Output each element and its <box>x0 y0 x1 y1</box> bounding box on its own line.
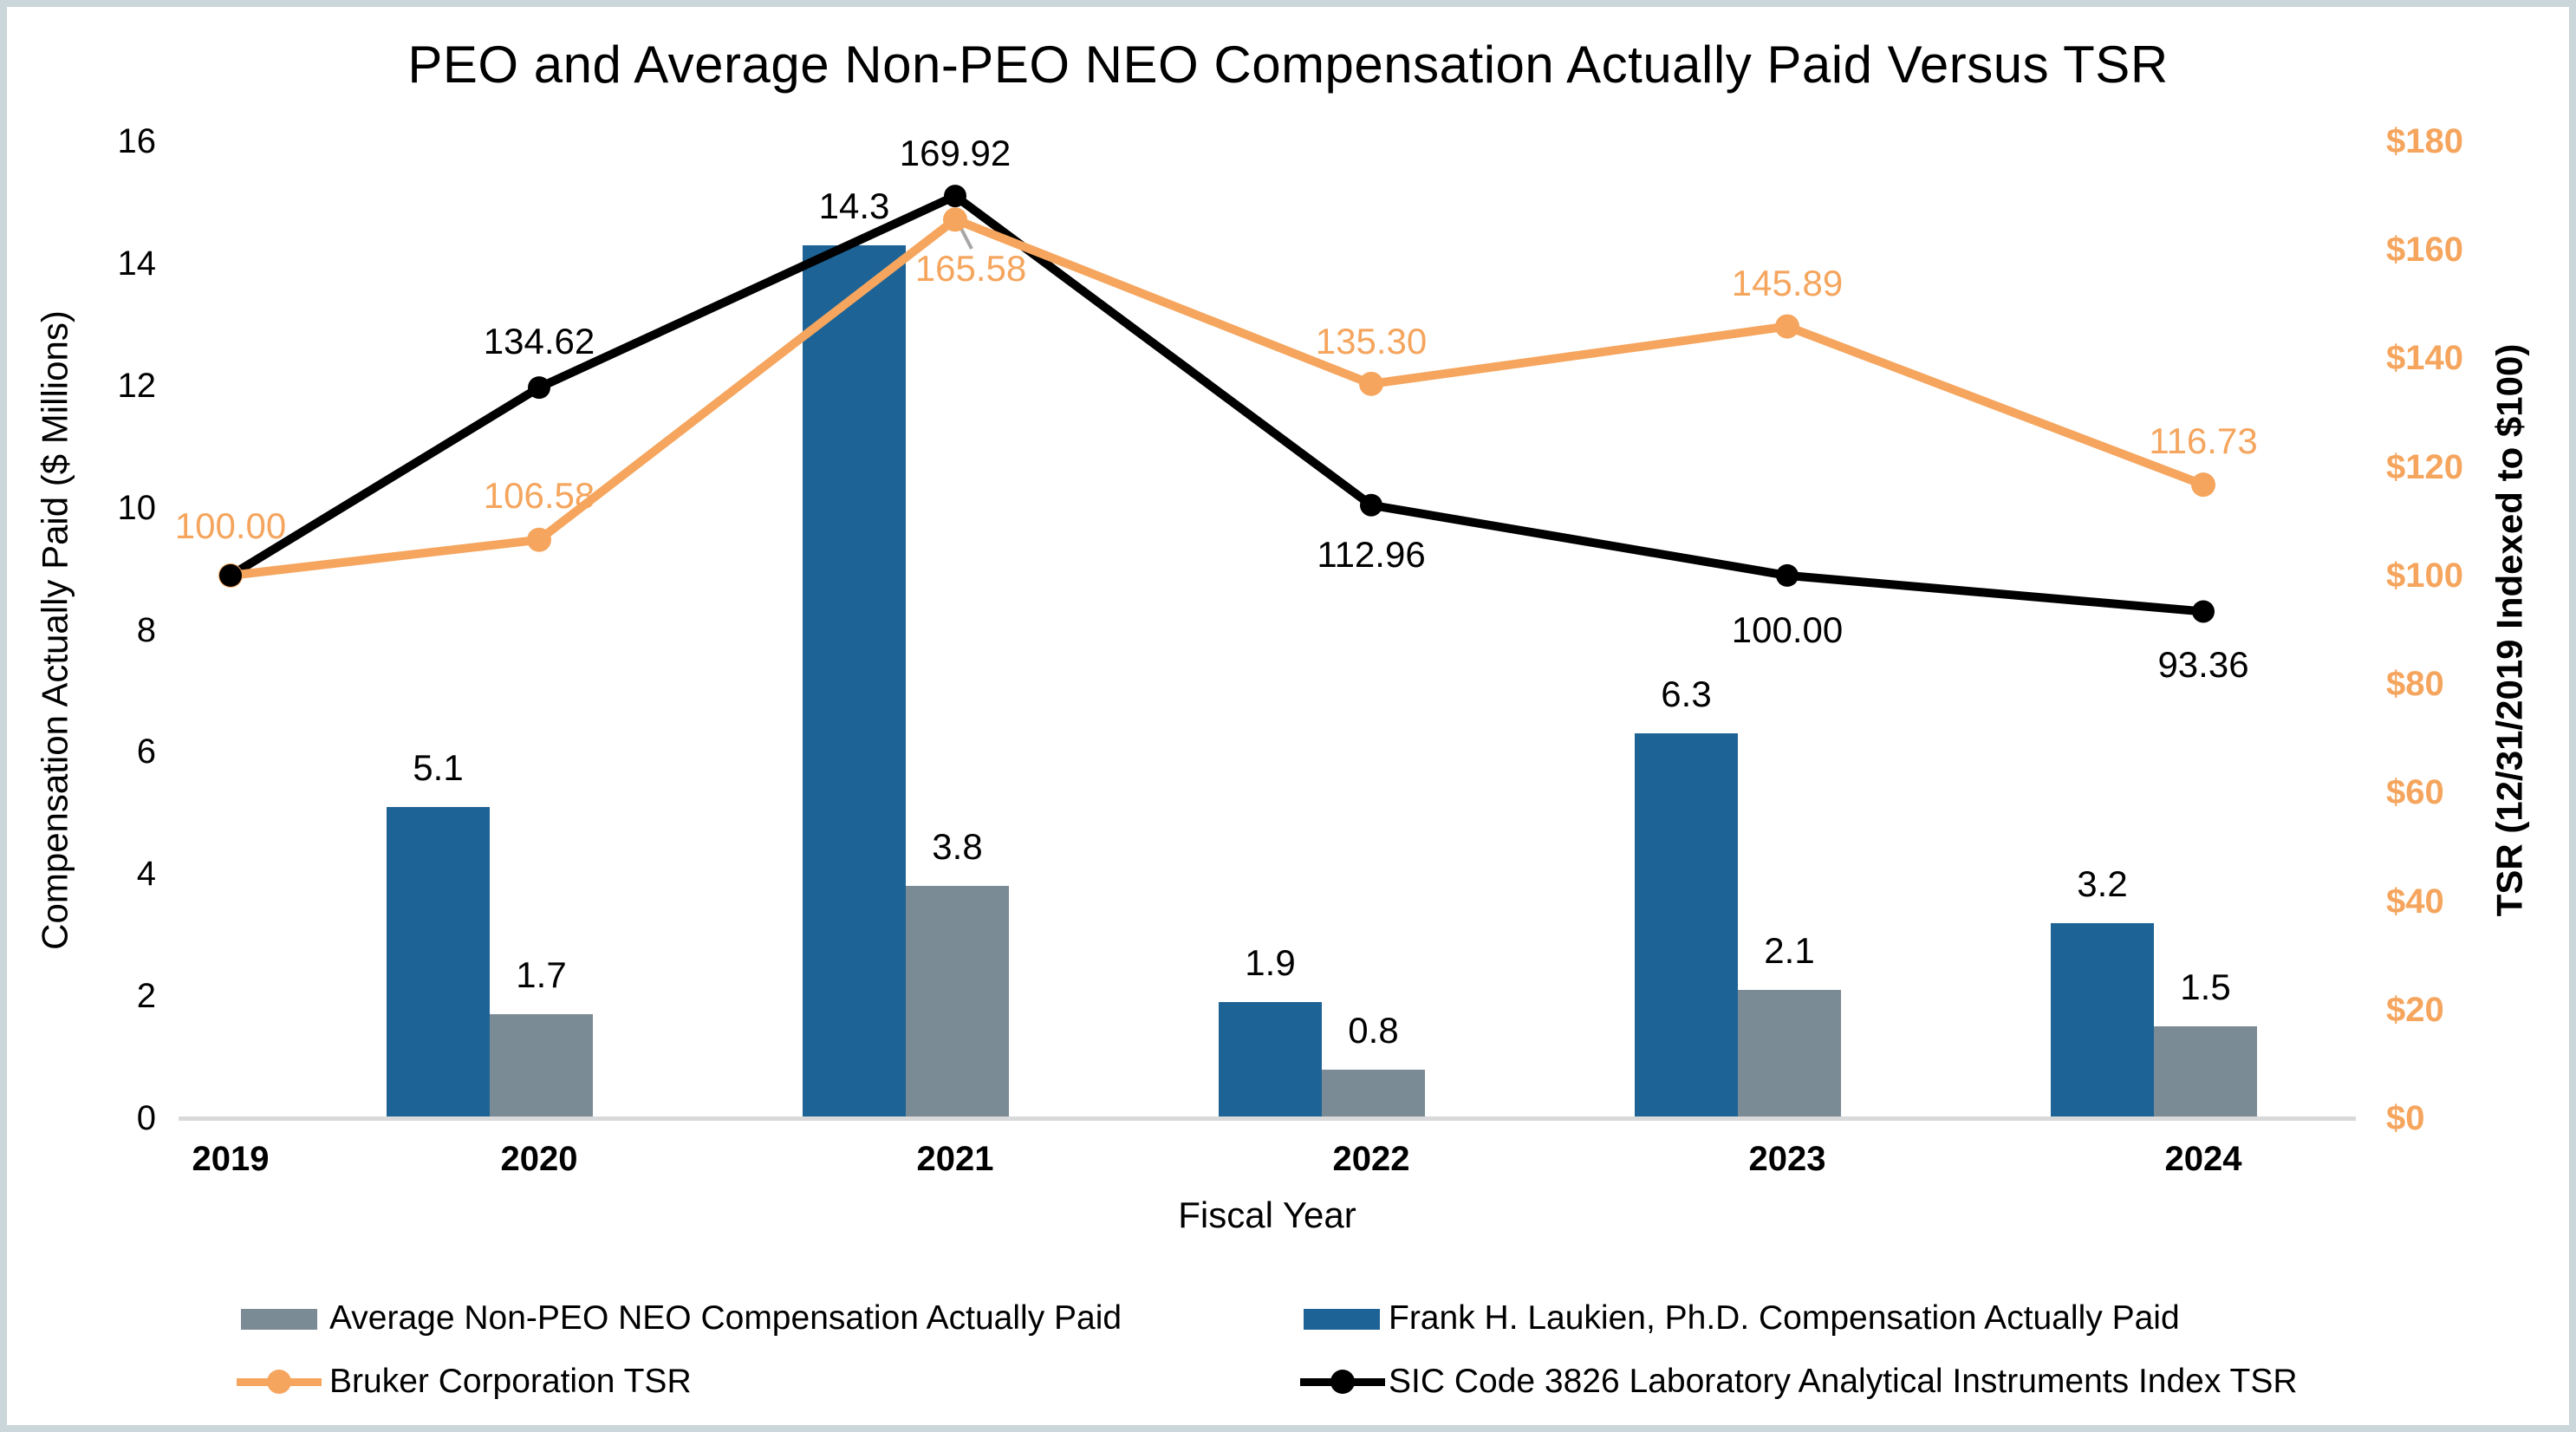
legend-swatch-bar <box>241 1309 317 1330</box>
x-axis-tick-label: 2024 <box>2164 1140 2242 1178</box>
right-axis-tick-label: $100 <box>2386 556 2463 595</box>
left-axis-tick-label: 10 <box>117 488 157 527</box>
bar-data-label: 14.3 <box>818 185 890 226</box>
bruker-tsr-marker <box>1775 314 1799 339</box>
bar-neo <box>490 1014 593 1117</box>
bar-peo <box>1219 1002 1322 1117</box>
line-data-label: 100.00 <box>174 504 287 546</box>
right-axis-tick-label: $140 <box>2386 339 2463 378</box>
x-axis-line <box>179 1116 2356 1121</box>
index-tsr-line <box>228 191 2204 616</box>
right-axis-tick-label: $80 <box>2386 665 2444 704</box>
index-tsr-marker <box>219 563 242 587</box>
line-data-label: 93.36 <box>2157 644 2249 686</box>
right-axis-tick-label: $60 <box>2386 773 2444 812</box>
x-axis-tick-label: 2019 <box>192 1140 270 1178</box>
left-axis-tick-label: 0 <box>136 1099 156 1137</box>
line-data-label: 135.30 <box>1315 320 1428 361</box>
bar-neo <box>1738 990 1841 1117</box>
right-axis-tick-label: $180 <box>2386 122 2463 160</box>
right-axis-tick-label: $120 <box>2386 447 2463 486</box>
bar-neo <box>1322 1069 1425 1117</box>
bar-data-label: 1.7 <box>516 954 567 996</box>
bar-peo <box>1635 733 1738 1117</box>
bruker-tsr-line <box>230 214 2205 580</box>
bar-peo <box>2051 922 2154 1117</box>
line-data-label: 100.00 <box>1731 609 1844 650</box>
bar-neo <box>2154 1026 2257 1117</box>
right-axis-tick-label: $0 <box>2386 1099 2425 1137</box>
legend-item-label: Bruker Corporation TSR <box>329 1363 692 1400</box>
left-axis-tick-label: 14 <box>117 244 157 283</box>
left-axis-tick-label: 12 <box>117 366 157 405</box>
x-axis-title: Fiscal Year <box>1178 1194 1356 1235</box>
index-tsr-marker <box>528 376 550 400</box>
index-tsr-marker <box>1776 563 1799 587</box>
x-axis-tick-label: 2020 <box>500 1140 578 1178</box>
bar-data-label: 6.3 <box>1661 674 1712 715</box>
bar-data-label: 1.5 <box>2180 967 2231 1008</box>
right-axis-tick-label: $40 <box>2386 882 2444 921</box>
left-axis-tick-label: 2 <box>136 977 156 1016</box>
right-axis-tick-label: $20 <box>2386 990 2444 1029</box>
legend-item-label: SIC Code 3826 Laboratory Analytical Inst… <box>1389 1363 2298 1400</box>
left-axis-tick-label: 6 <box>136 732 156 771</box>
line-data-label: 169.92 <box>899 133 1012 174</box>
bruker-tsr-marker <box>943 207 967 232</box>
legend-item-label: Frank H. Laukien, Ph.D. Compensation Act… <box>1389 1299 2180 1337</box>
bruker-tsr-marker <box>1359 371 1383 396</box>
line-data-label: 134.62 <box>483 321 595 362</box>
bruker-tsr-marker <box>527 527 551 552</box>
line-data-label: 165.58 <box>914 248 1027 290</box>
chart-title: PEO and Average Non-PEO NEO Compensation… <box>407 36 2169 94</box>
x-axis-tick-label: 2023 <box>1748 1140 1826 1178</box>
right-axis-tick-label: $160 <box>2386 231 2463 270</box>
line-data-label: 112.96 <box>1317 533 1426 575</box>
line-data-label: 145.89 <box>1731 262 1844 303</box>
bar-data-label: 5.1 <box>413 746 464 788</box>
legend-item-label: Average Non-PEO NEO Compensation Actuall… <box>329 1299 1122 1337</box>
bar-data-label: 3.2 <box>2077 862 2128 904</box>
bar-peo <box>803 244 906 1117</box>
bar-data-label: 2.1 <box>1764 930 1815 972</box>
line-data-label: 106.58 <box>483 474 595 516</box>
bar-peo <box>387 806 490 1117</box>
bar-data-label: 0.8 <box>1348 1009 1399 1051</box>
bar-data-label: 1.9 <box>1245 942 1296 984</box>
line-data-label: 116.73 <box>2149 420 2258 462</box>
left-axis-tick-label: 16 <box>117 122 157 160</box>
index-tsr-marker <box>2192 600 2215 623</box>
x-axis-tick-label: 2021 <box>916 1140 994 1178</box>
bar-neo <box>906 886 1009 1117</box>
legend-swatch-marker <box>267 1370 291 1394</box>
bar-data-label: 3.8 <box>932 826 983 868</box>
index-tsr-marker <box>944 185 966 208</box>
legend-swatch-marker <box>1330 1370 1355 1394</box>
x-axis-tick-label: 2022 <box>1332 1140 1410 1178</box>
index-tsr-marker <box>1360 493 1382 517</box>
left-axis-tick-label: 4 <box>136 855 156 894</box>
left-axis-tick-label: 8 <box>136 610 156 649</box>
bruker-tsr-marker <box>2191 472 2215 498</box>
legend-swatch-bar <box>1304 1309 1380 1330</box>
